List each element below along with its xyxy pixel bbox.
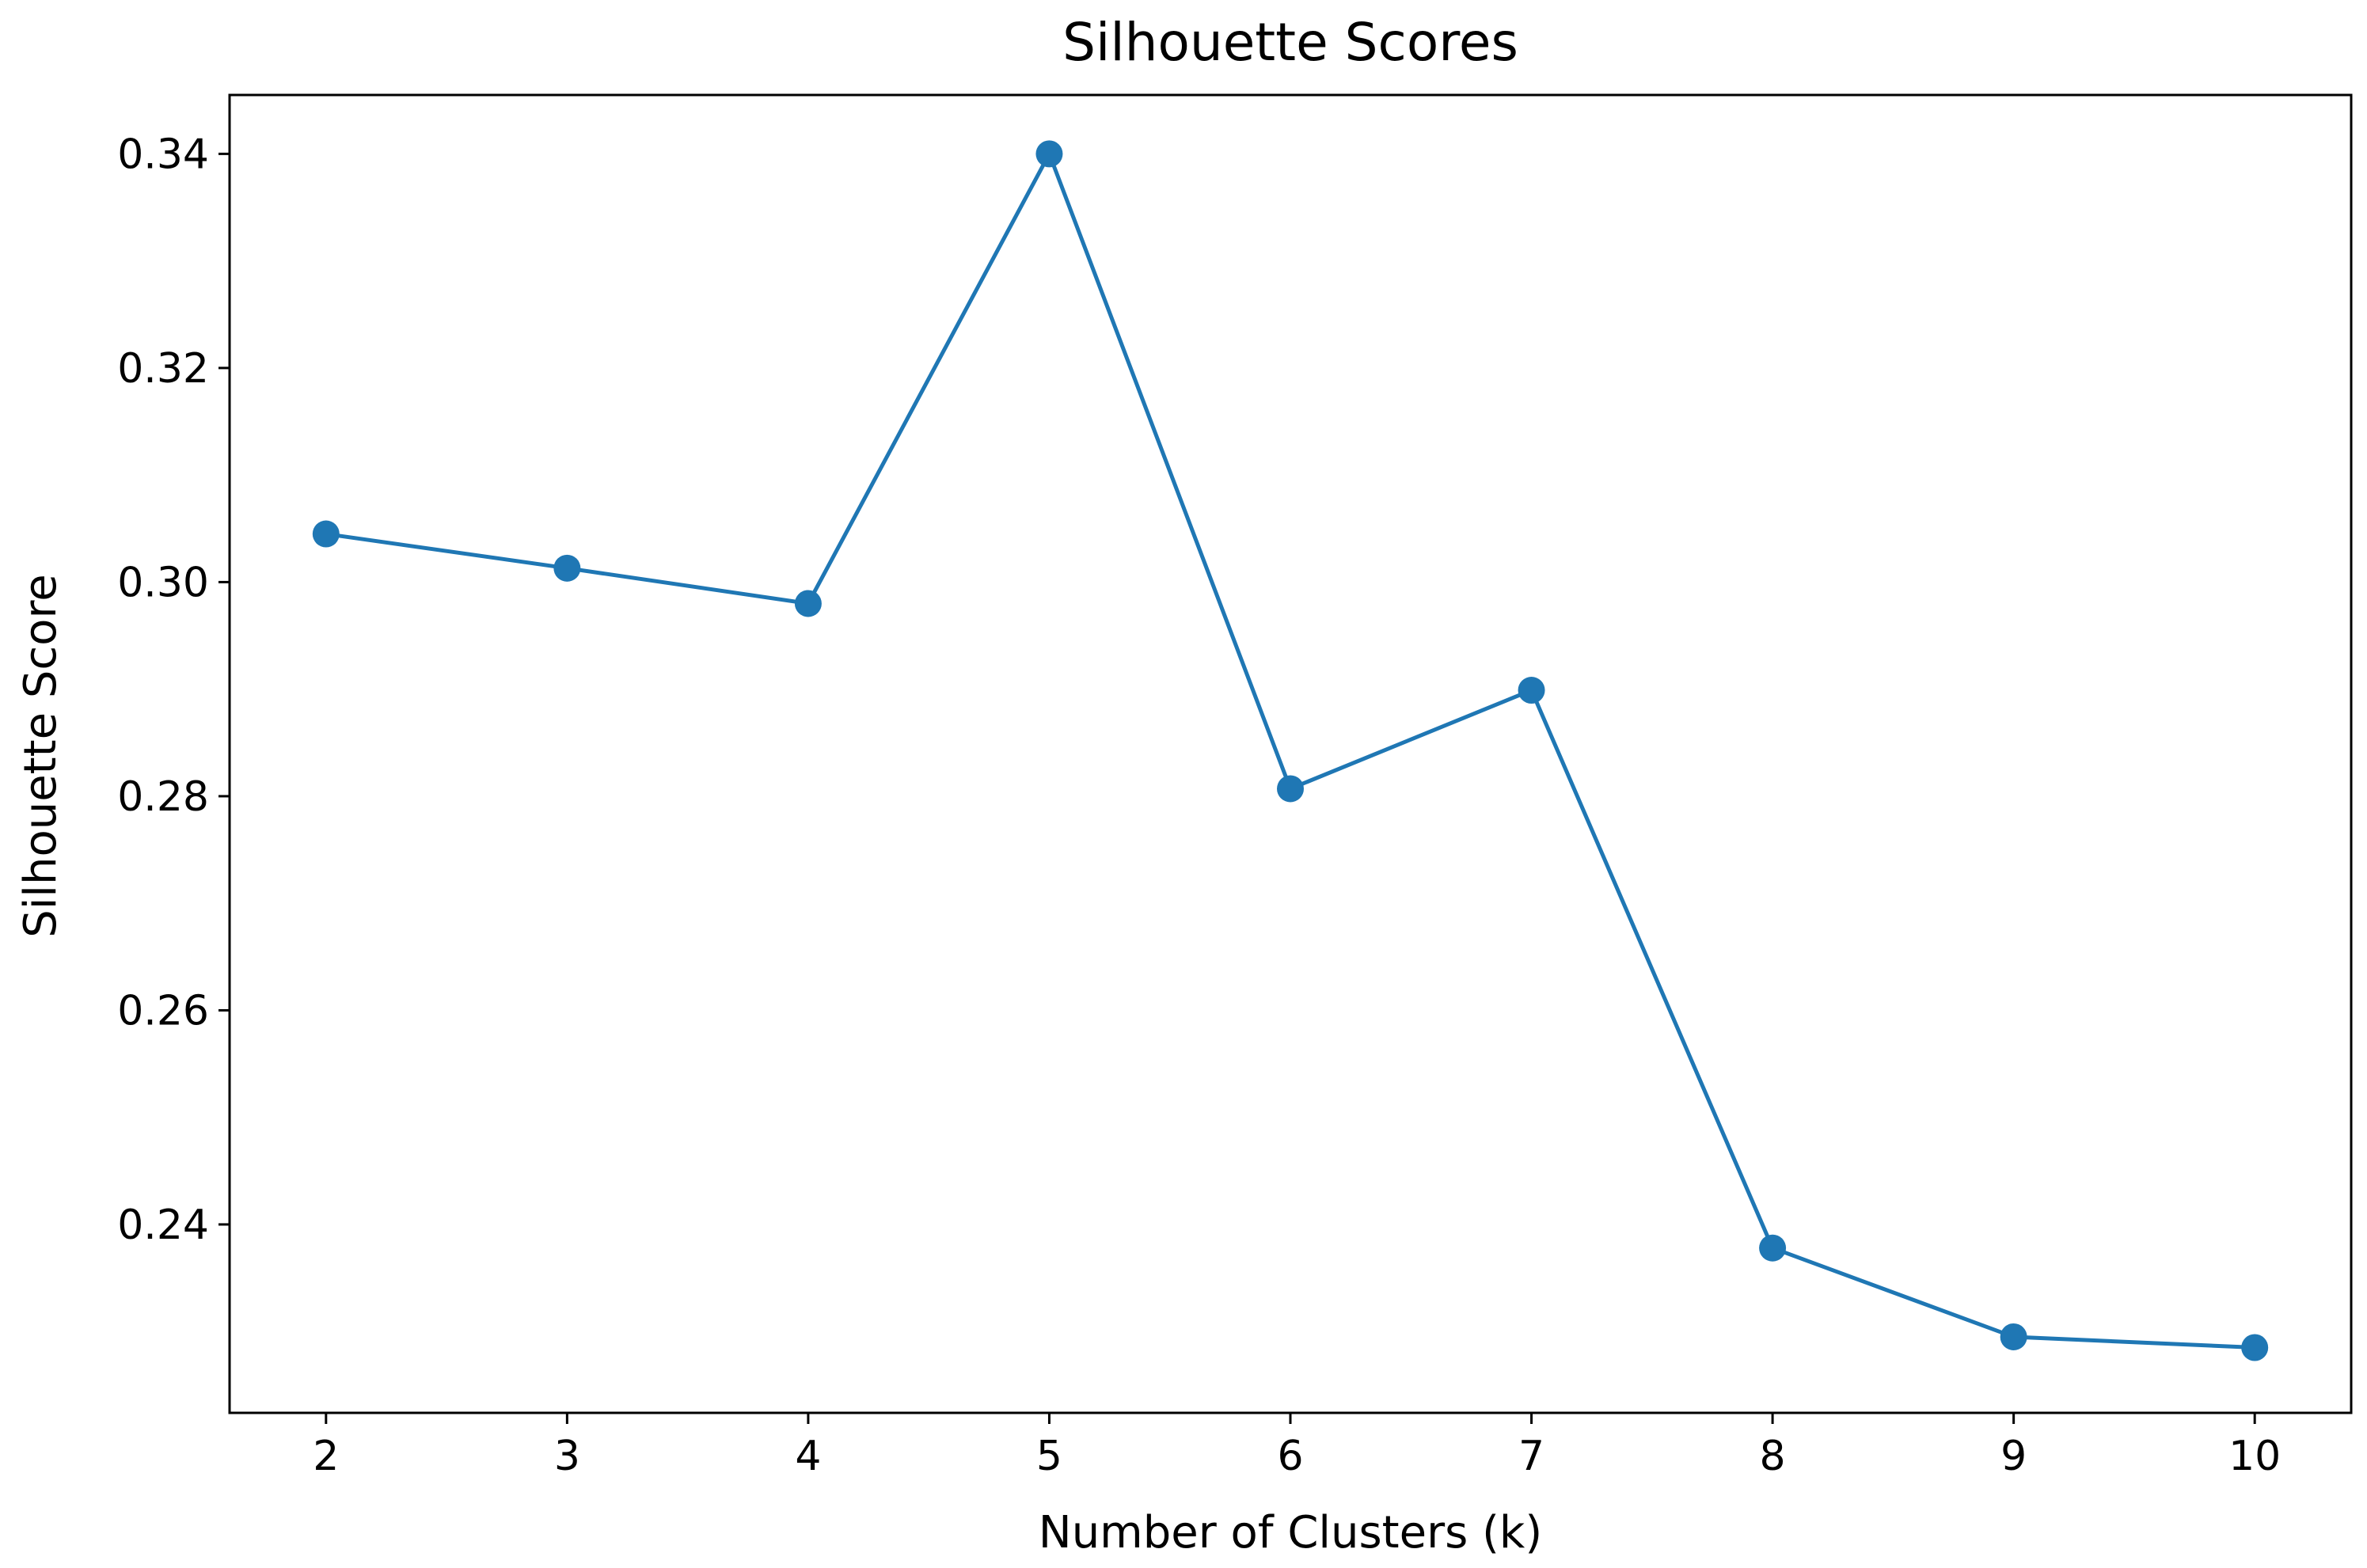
x-tick-label: 6 [1277, 1433, 1303, 1480]
data-point [1035, 140, 1063, 168]
y-axis-label: Silhouette Score [15, 574, 66, 937]
y-tick-label: 0.30 [117, 559, 209, 606]
data-point [312, 520, 340, 548]
y-tick-label: 0.26 [117, 987, 209, 1035]
data-point [1518, 677, 1545, 704]
data-point [1759, 1234, 1787, 1262]
x-tick-label: 2 [313, 1433, 339, 1480]
chart-title: Silhouette Scores [1062, 12, 1518, 73]
x-axis-ticks: 2 3 4 5 6 7 8 9 10 [313, 1413, 2281, 1480]
y-tick-label: 0.34 [117, 131, 209, 178]
x-tick-label: 5 [1036, 1433, 1062, 1480]
x-axis-label: Number of Clusters (k) [1039, 1507, 1542, 1559]
y-tick-label: 0.28 [117, 773, 209, 821]
x-tick-label: 8 [1760, 1433, 1786, 1480]
series-layer [312, 140, 2269, 1361]
data-point [2241, 1334, 2269, 1361]
data-point [1277, 775, 1304, 803]
x-tick-label: 9 [2000, 1433, 2027, 1480]
x-tick-label: 10 [2228, 1433, 2281, 1480]
x-tick-label: 3 [554, 1433, 580, 1480]
data-point [2000, 1323, 2027, 1350]
x-tick-label: 7 [1518, 1433, 1544, 1480]
x-tick-label: 4 [795, 1433, 821, 1480]
y-axis-ticks: 0.24 0.26 0.28 0.30 0.32 0.34 [117, 131, 230, 1249]
y-tick-label: 0.32 [117, 345, 209, 393]
data-point [553, 554, 581, 582]
data-point [794, 590, 822, 617]
y-tick-label: 0.24 [117, 1202, 209, 1249]
